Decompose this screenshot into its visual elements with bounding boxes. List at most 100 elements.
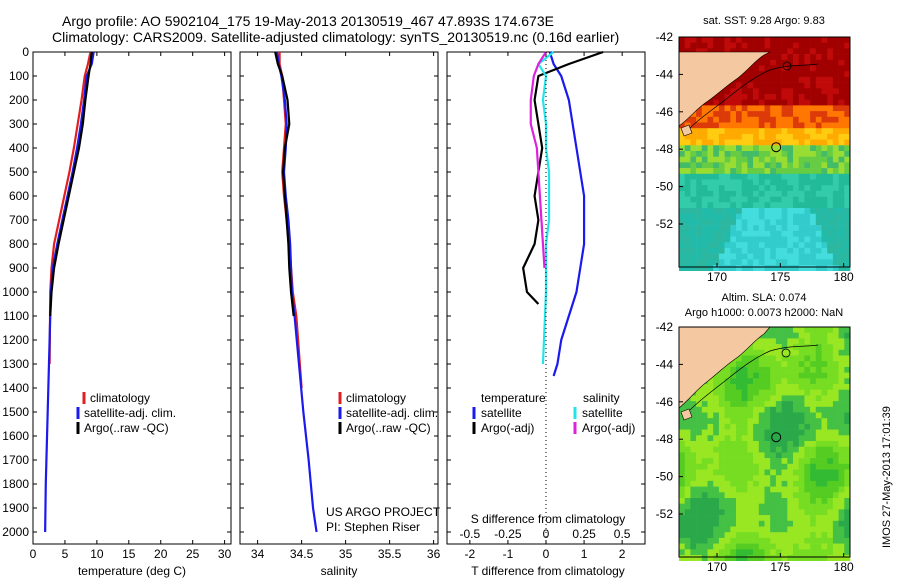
sla-cell <box>690 469 697 476</box>
sla-cell <box>832 492 839 499</box>
sla-cell <box>707 486 714 493</box>
sla-cell <box>832 429 839 436</box>
sst-cell <box>764 202 771 209</box>
sla-cell <box>827 555 834 561</box>
sla-cell <box>827 423 834 430</box>
sla-cell <box>753 344 760 351</box>
sla-cell <box>753 515 760 522</box>
sla-cell <box>770 452 777 459</box>
sla-cell <box>781 441 788 447</box>
sst-cell <box>679 225 685 232</box>
sst-cell <box>844 139 851 146</box>
sla-cell <box>764 423 771 430</box>
sla-cell <box>753 543 760 550</box>
sst-cell <box>679 253 685 260</box>
sla-cell <box>775 463 782 470</box>
sst-cell <box>775 133 782 140</box>
sst-cell <box>793 219 799 226</box>
sla-cell <box>775 429 782 436</box>
sst-cell <box>821 65 828 72</box>
sst-cell <box>827 202 834 209</box>
sst-cell <box>770 42 777 49</box>
sst-cell <box>718 190 725 197</box>
sla-cell <box>764 355 771 362</box>
sst-cell <box>804 65 811 72</box>
sst-cell <box>804 253 811 260</box>
sst-cell <box>832 71 839 78</box>
sst-cell <box>775 94 782 100</box>
sla-cell <box>718 463 725 470</box>
sst-cell <box>810 173 817 180</box>
sst-cell <box>832 59 839 66</box>
sst-cell <box>832 259 839 266</box>
sst-cell <box>821 128 828 135</box>
sla-cell <box>690 446 697 453</box>
sla-cell <box>798 406 805 413</box>
sla-cell <box>718 486 725 493</box>
sst-cell <box>810 219 817 226</box>
sla-cell <box>838 389 845 396</box>
sst-cell <box>844 111 851 118</box>
sst-cell <box>793 190 799 197</box>
sla-cell <box>690 418 697 425</box>
sst-cell <box>815 128 822 135</box>
sla-cell <box>781 537 788 544</box>
sst-cell <box>684 173 691 180</box>
sst-cell <box>713 259 720 266</box>
sst-cell <box>798 76 805 83</box>
sst-cell <box>753 162 760 169</box>
sla-cell <box>821 469 828 476</box>
sst-cell <box>753 247 760 254</box>
sla-cell <box>753 509 760 516</box>
sst-cell <box>775 230 782 237</box>
sla-cell <box>753 492 760 499</box>
sla-cell <box>821 543 828 550</box>
sla-cell <box>815 526 822 533</box>
map-lat-label: -50 <box>656 180 674 194</box>
sla-cell <box>798 452 805 459</box>
sst-cell <box>690 236 697 243</box>
sla-cell <box>684 429 691 436</box>
sst-cell <box>736 37 742 43</box>
sst-cell <box>741 139 748 146</box>
sla-cell <box>844 452 851 459</box>
sla-cell <box>838 401 845 408</box>
sla-cell <box>713 475 720 482</box>
sst-cell <box>741 37 748 43</box>
sla-cell <box>793 503 799 510</box>
sst-cell <box>758 242 765 249</box>
sst-cell <box>724 247 731 254</box>
sst-cell <box>736 242 742 249</box>
sla-cell <box>844 366 851 373</box>
sst-cell <box>736 133 742 140</box>
sla-cell <box>730 395 737 402</box>
sla-cell <box>713 412 720 419</box>
sst-cell <box>798 253 805 260</box>
sst-cell <box>730 265 737 271</box>
sst-cell <box>770 82 777 89</box>
sst-cell <box>810 156 817 163</box>
sla-cell <box>736 423 742 430</box>
sla-cell <box>804 532 811 539</box>
sst-cell <box>770 88 777 95</box>
sla-cell <box>690 520 697 527</box>
sst-cell <box>690 202 697 209</box>
sst-cell <box>736 128 742 135</box>
sst-cell <box>832 230 839 237</box>
sla-cell <box>821 349 828 356</box>
sla-cell <box>821 515 828 522</box>
sla-cell <box>696 509 703 516</box>
sst-cell <box>793 42 799 49</box>
sla-cell <box>832 435 839 442</box>
sla-cell <box>821 423 828 430</box>
sla-cell <box>758 412 765 419</box>
sst-cell <box>758 156 765 163</box>
sla-cell <box>775 520 782 527</box>
sla-cell <box>804 446 811 453</box>
sst-cell <box>798 105 805 112</box>
sst-cell <box>736 151 742 157</box>
sla-cell <box>679 423 685 430</box>
sla-cell <box>821 463 828 470</box>
sla-cell <box>832 412 839 419</box>
sla-cell <box>736 429 742 436</box>
